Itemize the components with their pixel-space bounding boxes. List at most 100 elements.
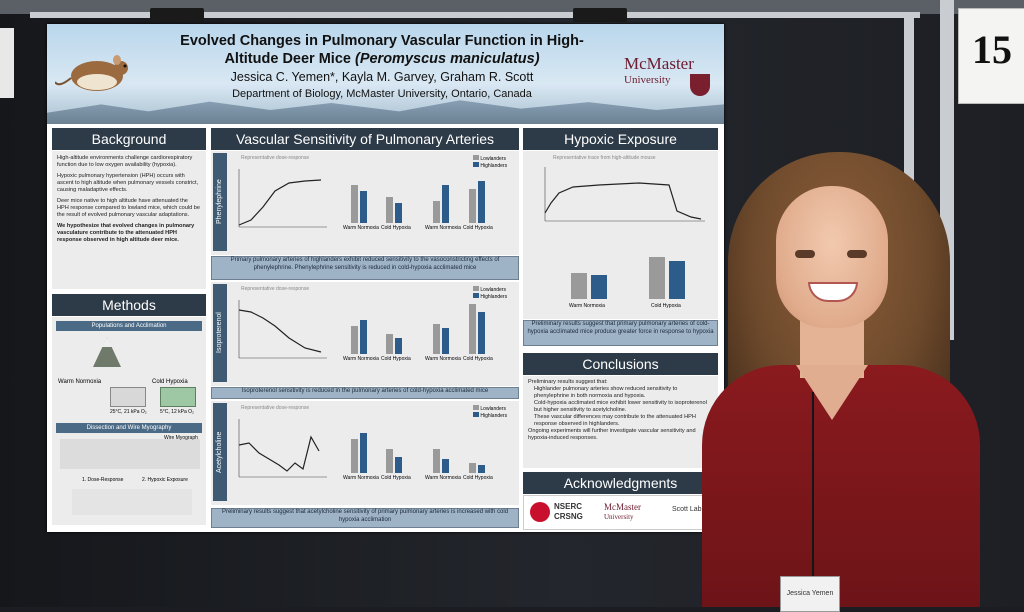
dissection-figure bbox=[60, 439, 200, 469]
research-poster: Evolved Changes in Pulmonary Vascular Fu… bbox=[47, 24, 724, 532]
bar-highland bbox=[395, 457, 402, 473]
bar-lowland bbox=[433, 449, 440, 473]
conclusions-intro: Preliminary results suggest that: bbox=[528, 379, 608, 385]
x-warm-normoxia: Warm Normoxia bbox=[425, 225, 461, 231]
poster-clip-left bbox=[150, 8, 204, 22]
logo-university-text: University bbox=[624, 74, 671, 86]
bar-lowland bbox=[351, 185, 358, 223]
nserc-logo: NSERC bbox=[554, 502, 583, 511]
cold-hypoxia-label: Cold Hypoxia bbox=[152, 379, 188, 385]
acknowledgments-header: Acknowledgments bbox=[523, 472, 718, 494]
presenter-left-eye bbox=[795, 250, 815, 258]
background-bullet: We hypothesize that evolved changes in p… bbox=[57, 223, 195, 243]
poster-clip-right bbox=[573, 8, 627, 22]
banner-mountains bbox=[47, 100, 724, 124]
legend-highlanders: Highlanders bbox=[473, 293, 507, 300]
step-dose-response: 1. Dose-Response bbox=[82, 477, 124, 483]
rep-dose-label: Representative dose-response bbox=[241, 155, 310, 161]
x-cold-hypoxia: Cold Hypoxia bbox=[381, 356, 411, 362]
x-warm-normoxia: Warm Normoxia bbox=[425, 356, 461, 362]
name-badge: Jessica Yemen bbox=[780, 576, 840, 612]
ach-dose-curve bbox=[238, 419, 327, 478]
ack-mcmaster-logo: McMaster bbox=[604, 502, 641, 512]
bar-highland bbox=[442, 328, 449, 354]
isoproterenol-label: Isoproterenol bbox=[213, 284, 227, 382]
bar-lowland bbox=[433, 201, 440, 223]
bar-highland bbox=[478, 465, 485, 473]
mcmaster-logo: McMaster University bbox=[624, 54, 714, 96]
ceiling-strip bbox=[0, 0, 1024, 14]
rep-dose-label: Representative dose-response bbox=[241, 405, 310, 411]
presenter-face bbox=[776, 186, 888, 328]
isoproterenol-panel: Isoproterenol Representative dose-respon… bbox=[211, 282, 519, 386]
bar-lowland bbox=[469, 463, 476, 473]
acknowledgments-panel: NSERC CRSNG McMaster University Scott La… bbox=[523, 495, 720, 530]
wire-myograph-label: Wire Myograph bbox=[164, 435, 198, 441]
title-line-2: Altitude Deer Mice bbox=[224, 51, 351, 67]
phenylephrine-label: Phenylephrine bbox=[213, 153, 227, 251]
lanyard bbox=[812, 392, 814, 577]
background-bullet: High-altitude environments challenge car… bbox=[57, 155, 193, 168]
iso-caption: Isoproterenol sensitivity is reduced in … bbox=[211, 387, 519, 399]
vascular-header: Vascular Sensitivity of Pulmonary Arteri… bbox=[211, 128, 519, 150]
bar-highland bbox=[360, 320, 367, 354]
cold-conditions: 5°C, 12 kPa O₂ bbox=[160, 409, 194, 415]
x-cold-hypoxia: Cold Hypoxia bbox=[463, 475, 493, 481]
step-hypoxic-exposure: 2. Hypoxic Exposure bbox=[142, 477, 188, 483]
legend-highlanders: Highlanders bbox=[473, 412, 507, 419]
protocol-figure bbox=[72, 489, 192, 515]
bar-lowland bbox=[433, 324, 440, 354]
legend-lowlanders: Lowlanders bbox=[473, 286, 506, 293]
legend-highlanders: Highlanders bbox=[473, 162, 507, 169]
background-header: Background bbox=[52, 128, 206, 150]
deer-mouse-icon bbox=[55, 55, 128, 91]
mcmaster-crest-icon bbox=[690, 74, 710, 96]
phenyl-caption: Primary pulmonary arteries of highlander… bbox=[211, 256, 519, 280]
bar-lowland bbox=[386, 197, 393, 223]
conclusions-outro: Ongoing experiments will further investi… bbox=[528, 428, 696, 441]
hypoxia-chamber-icon bbox=[160, 387, 196, 407]
x-warm-normoxia: Warm Normoxia bbox=[425, 475, 461, 481]
bar-lowland bbox=[386, 449, 393, 473]
scott-lab-logo: Scott Lab bbox=[672, 506, 702, 513]
bar-highland bbox=[360, 433, 367, 473]
phenylephrine-panel: Phenylephrine Representative dose-respon… bbox=[211, 151, 519, 255]
logo-mcmaster-text: McMaster bbox=[624, 54, 694, 73]
ach-caption: Preliminary results suggest that acetylc… bbox=[211, 508, 519, 528]
x-cold-hypoxia: Cold Hypoxia bbox=[651, 303, 681, 309]
rep-dose-label: Representative dose-response bbox=[241, 286, 310, 292]
board-number: 15 bbox=[972, 27, 1012, 72]
x-warm-normoxia: Warm Normoxia bbox=[343, 225, 379, 231]
maple-leaf-icon bbox=[530, 502, 550, 522]
warm-normoxia-label: Warm Normoxia bbox=[58, 379, 102, 385]
title-species: (Peromyscus maniculatus) bbox=[354, 51, 540, 67]
bar-highland bbox=[395, 338, 402, 354]
bar-lowland bbox=[469, 189, 476, 223]
board-number-card bbox=[958, 8, 1024, 104]
hypoxia-trace bbox=[544, 167, 705, 222]
x-warm-normoxia: Warm Normoxia bbox=[569, 303, 605, 309]
dissection-subheader: Dissection and Wire Myography bbox=[56, 423, 202, 433]
iso-dose-curve bbox=[238, 300, 327, 359]
phenyl-dose-curve bbox=[238, 169, 327, 228]
bar-lowland bbox=[571, 273, 587, 299]
ack-university-logo: University bbox=[604, 513, 634, 521]
bar-highland bbox=[669, 261, 685, 299]
legend-lowlanders: Lowlanders bbox=[473, 155, 506, 162]
bar-highland bbox=[591, 275, 607, 299]
title-line-1: Evolved Changes in Pulmonary Vascular Fu… bbox=[180, 33, 584, 49]
rep-trace-label: Representative trace from high-altitude … bbox=[553, 155, 656, 161]
hypoxic-panel: Representative trace from high-altitude … bbox=[523, 151, 718, 319]
adjacent-poster-edge bbox=[0, 28, 14, 98]
populations-subheader: Populations and Acclimation bbox=[56, 321, 202, 331]
conclusion-bullet: These vascular differences may contribut… bbox=[534, 414, 696, 427]
mountain-icon bbox=[93, 337, 121, 367]
poster-title: Evolved Changes in Pulmonary Vascular Fu… bbox=[137, 32, 627, 68]
bar-highland bbox=[360, 191, 367, 223]
bar-lowland bbox=[386, 334, 393, 354]
conclusion-bullet: Cold-hypoxia acclimated mice exhibit low… bbox=[534, 400, 707, 413]
warm-conditions: 25°C, 21 kPa O₂ bbox=[110, 409, 147, 415]
x-cold-hypoxia: Cold Hypoxia bbox=[463, 225, 493, 231]
board-top-rail bbox=[30, 12, 920, 18]
poster-department: Department of Biology, McMaster Universi… bbox=[232, 88, 532, 100]
